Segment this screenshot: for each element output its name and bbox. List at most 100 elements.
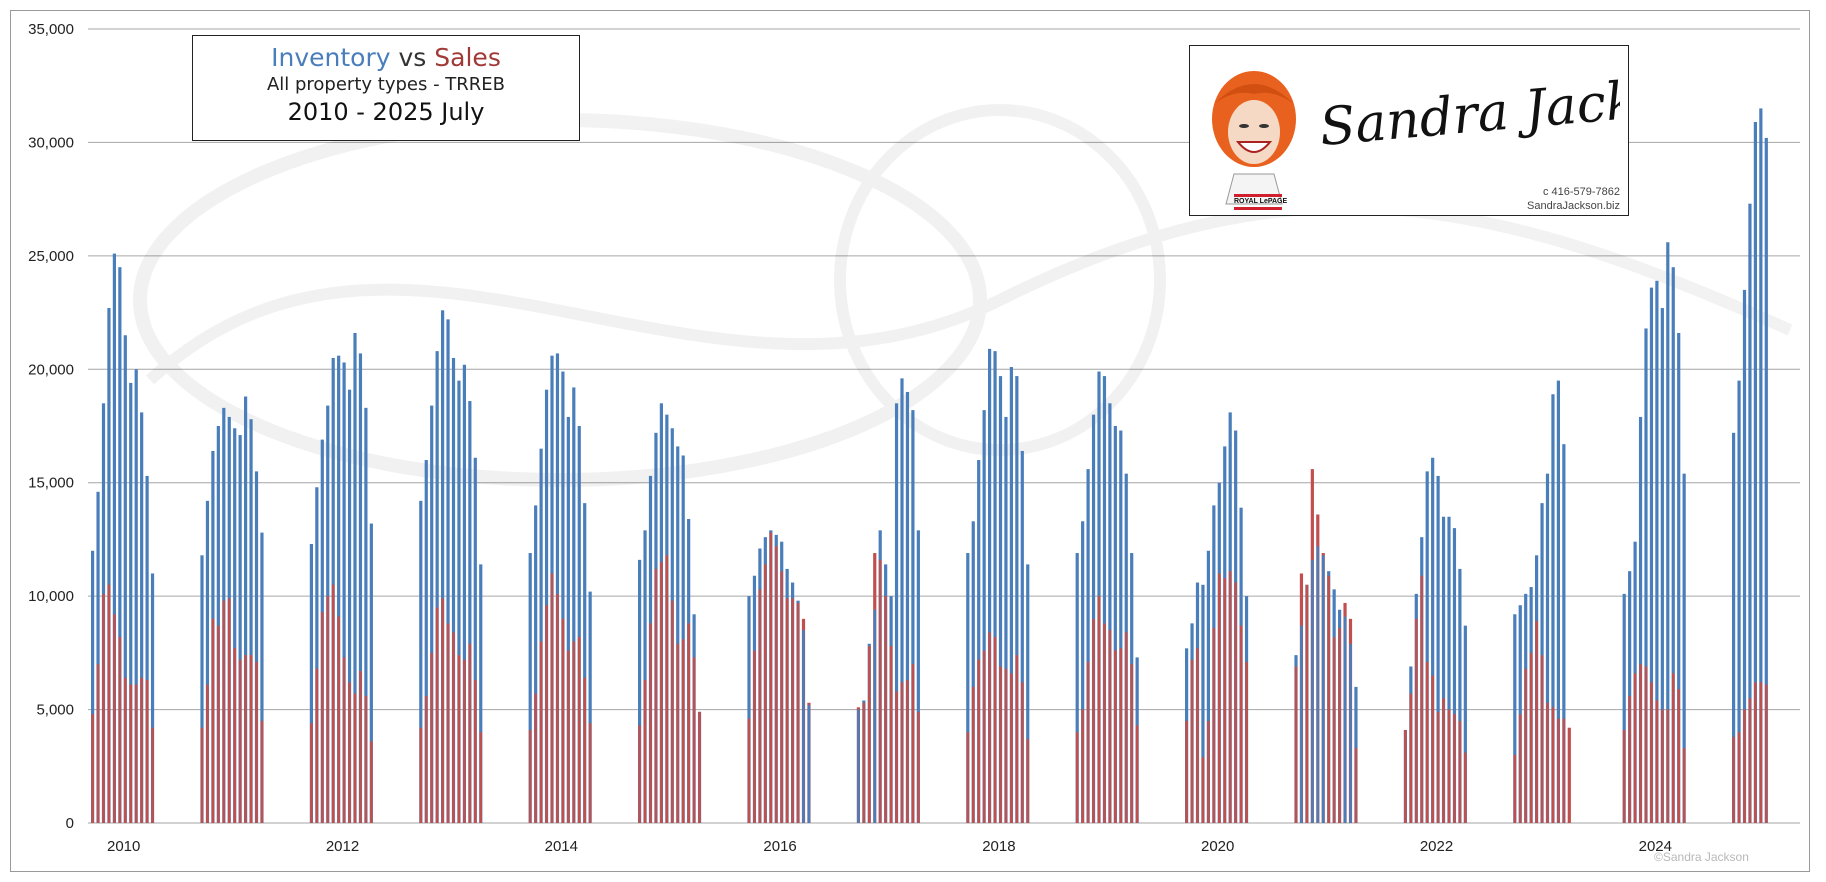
inventory-bar	[802, 630, 805, 823]
bars	[91, 108, 1768, 824]
sales-bar	[1075, 732, 1079, 823]
sales-bar	[1513, 754, 1517, 823]
sales-bar	[1108, 630, 1112, 823]
inventory-bar	[643, 530, 647, 823]
sales-bar	[665, 555, 669, 823]
sales-bar	[1239, 625, 1243, 823]
sales-bar	[1442, 698, 1445, 823]
sales-bar	[1245, 661, 1248, 823]
sales-bar	[1223, 577, 1227, 823]
inventory-bar	[468, 401, 472, 823]
inventory-bar	[254, 471, 259, 823]
sales-bar	[255, 661, 258, 823]
sales-bar	[463, 659, 466, 823]
sales-bar	[977, 659, 980, 823]
sales-bar	[758, 589, 762, 823]
sales-bar	[1119, 648, 1123, 823]
sales-bar	[1332, 636, 1336, 823]
sales-bar	[878, 559, 882, 823]
sales-bar	[764, 564, 767, 823]
inventory-bar	[916, 530, 920, 823]
inventory-bar	[539, 448, 543, 823]
inventory-bar	[1649, 287, 1654, 823]
sales-bar	[1436, 711, 1440, 823]
signature-text: Sandra Jackson	[1320, 63, 1620, 158]
sales-bar	[1207, 720, 1210, 823]
inventory-bar	[911, 410, 915, 823]
sales-bar	[227, 598, 231, 823]
sales-bar	[1097, 596, 1101, 823]
sales-bar	[348, 682, 351, 823]
sales-bar	[567, 650, 570, 823]
inventory-bar	[1666, 242, 1670, 823]
title-vs-word: vs	[398, 43, 427, 72]
inventory-bar	[145, 475, 149, 823]
sales-bar	[1765, 684, 1768, 823]
sales-bar	[1092, 618, 1095, 823]
y-tick-label: 35,000	[28, 21, 74, 38]
sales-bar	[1650, 682, 1653, 823]
sales-bar	[1748, 698, 1752, 823]
inventory-bar	[1431, 457, 1435, 823]
sales-bar	[206, 684, 209, 823]
inventory-bar	[1316, 546, 1320, 823]
y-tick-label: 0	[66, 815, 74, 832]
sales-bar	[113, 614, 116, 823]
sales-bar	[457, 655, 461, 823]
sales-bar	[583, 677, 586, 823]
inventory-bar	[1119, 430, 1123, 823]
sales-bar	[1737, 732, 1741, 823]
agent-phone: c 416-579-7862	[1542, 186, 1620, 198]
inventory-bar	[1081, 521, 1085, 823]
sales-bar	[310, 723, 313, 823]
sales-bar	[1114, 650, 1117, 823]
sales-bar	[107, 584, 111, 823]
inventory-bar	[1201, 584, 1205, 823]
sales-bar	[424, 695, 428, 823]
inventory-bar	[260, 532, 264, 823]
sales-bar	[1567, 727, 1571, 823]
inventory-bar	[583, 503, 587, 823]
sales-bar	[1518, 714, 1522, 823]
inventory-bar	[993, 351, 997, 823]
sales-bar	[884, 596, 887, 823]
sales-bar	[233, 648, 236, 823]
sales-bar	[900, 682, 904, 823]
sales-bar	[753, 650, 756, 823]
inventory-bar	[1009, 367, 1013, 823]
sales-bar	[1212, 627, 1216, 823]
inventory-bar	[534, 505, 538, 823]
inventory-bar	[441, 310, 445, 823]
inventory-bar	[555, 353, 560, 823]
inventory-bar	[342, 362, 346, 823]
inventory-bar	[1020, 450, 1024, 823]
sales-bar	[654, 568, 658, 823]
sales-bar	[1218, 573, 1221, 823]
sales-bar	[796, 602, 800, 823]
sales-bar	[370, 741, 373, 823]
sales-bar	[917, 711, 920, 823]
inventory-bar	[1108, 403, 1112, 823]
inventory-bar	[123, 335, 127, 823]
sales-bar	[561, 618, 565, 823]
sales-bar	[474, 680, 477, 823]
sales-bar	[1529, 652, 1533, 823]
inventory-bar	[364, 407, 368, 823]
inventory-bar	[369, 523, 373, 823]
inventory-bar	[676, 446, 680, 823]
sales-bar	[1305, 584, 1309, 823]
x-tick-label: 2024	[1639, 838, 1672, 855]
sales-bar	[643, 680, 647, 823]
inventory-bar	[971, 521, 975, 823]
inventory-bar	[1458, 568, 1462, 823]
sales-bar	[1524, 668, 1527, 823]
sales-bar	[999, 666, 1002, 823]
x-tick-label: 2018	[982, 838, 1015, 855]
sales-bar	[1026, 739, 1030, 823]
sales-bar	[774, 546, 778, 823]
sales-bar	[988, 632, 991, 823]
inventory-bar	[857, 709, 860, 823]
sales-bar	[91, 714, 94, 823]
inventory-bar	[1753, 122, 1757, 823]
brand-text: ROYAL LePAGE	[1234, 198, 1288, 205]
